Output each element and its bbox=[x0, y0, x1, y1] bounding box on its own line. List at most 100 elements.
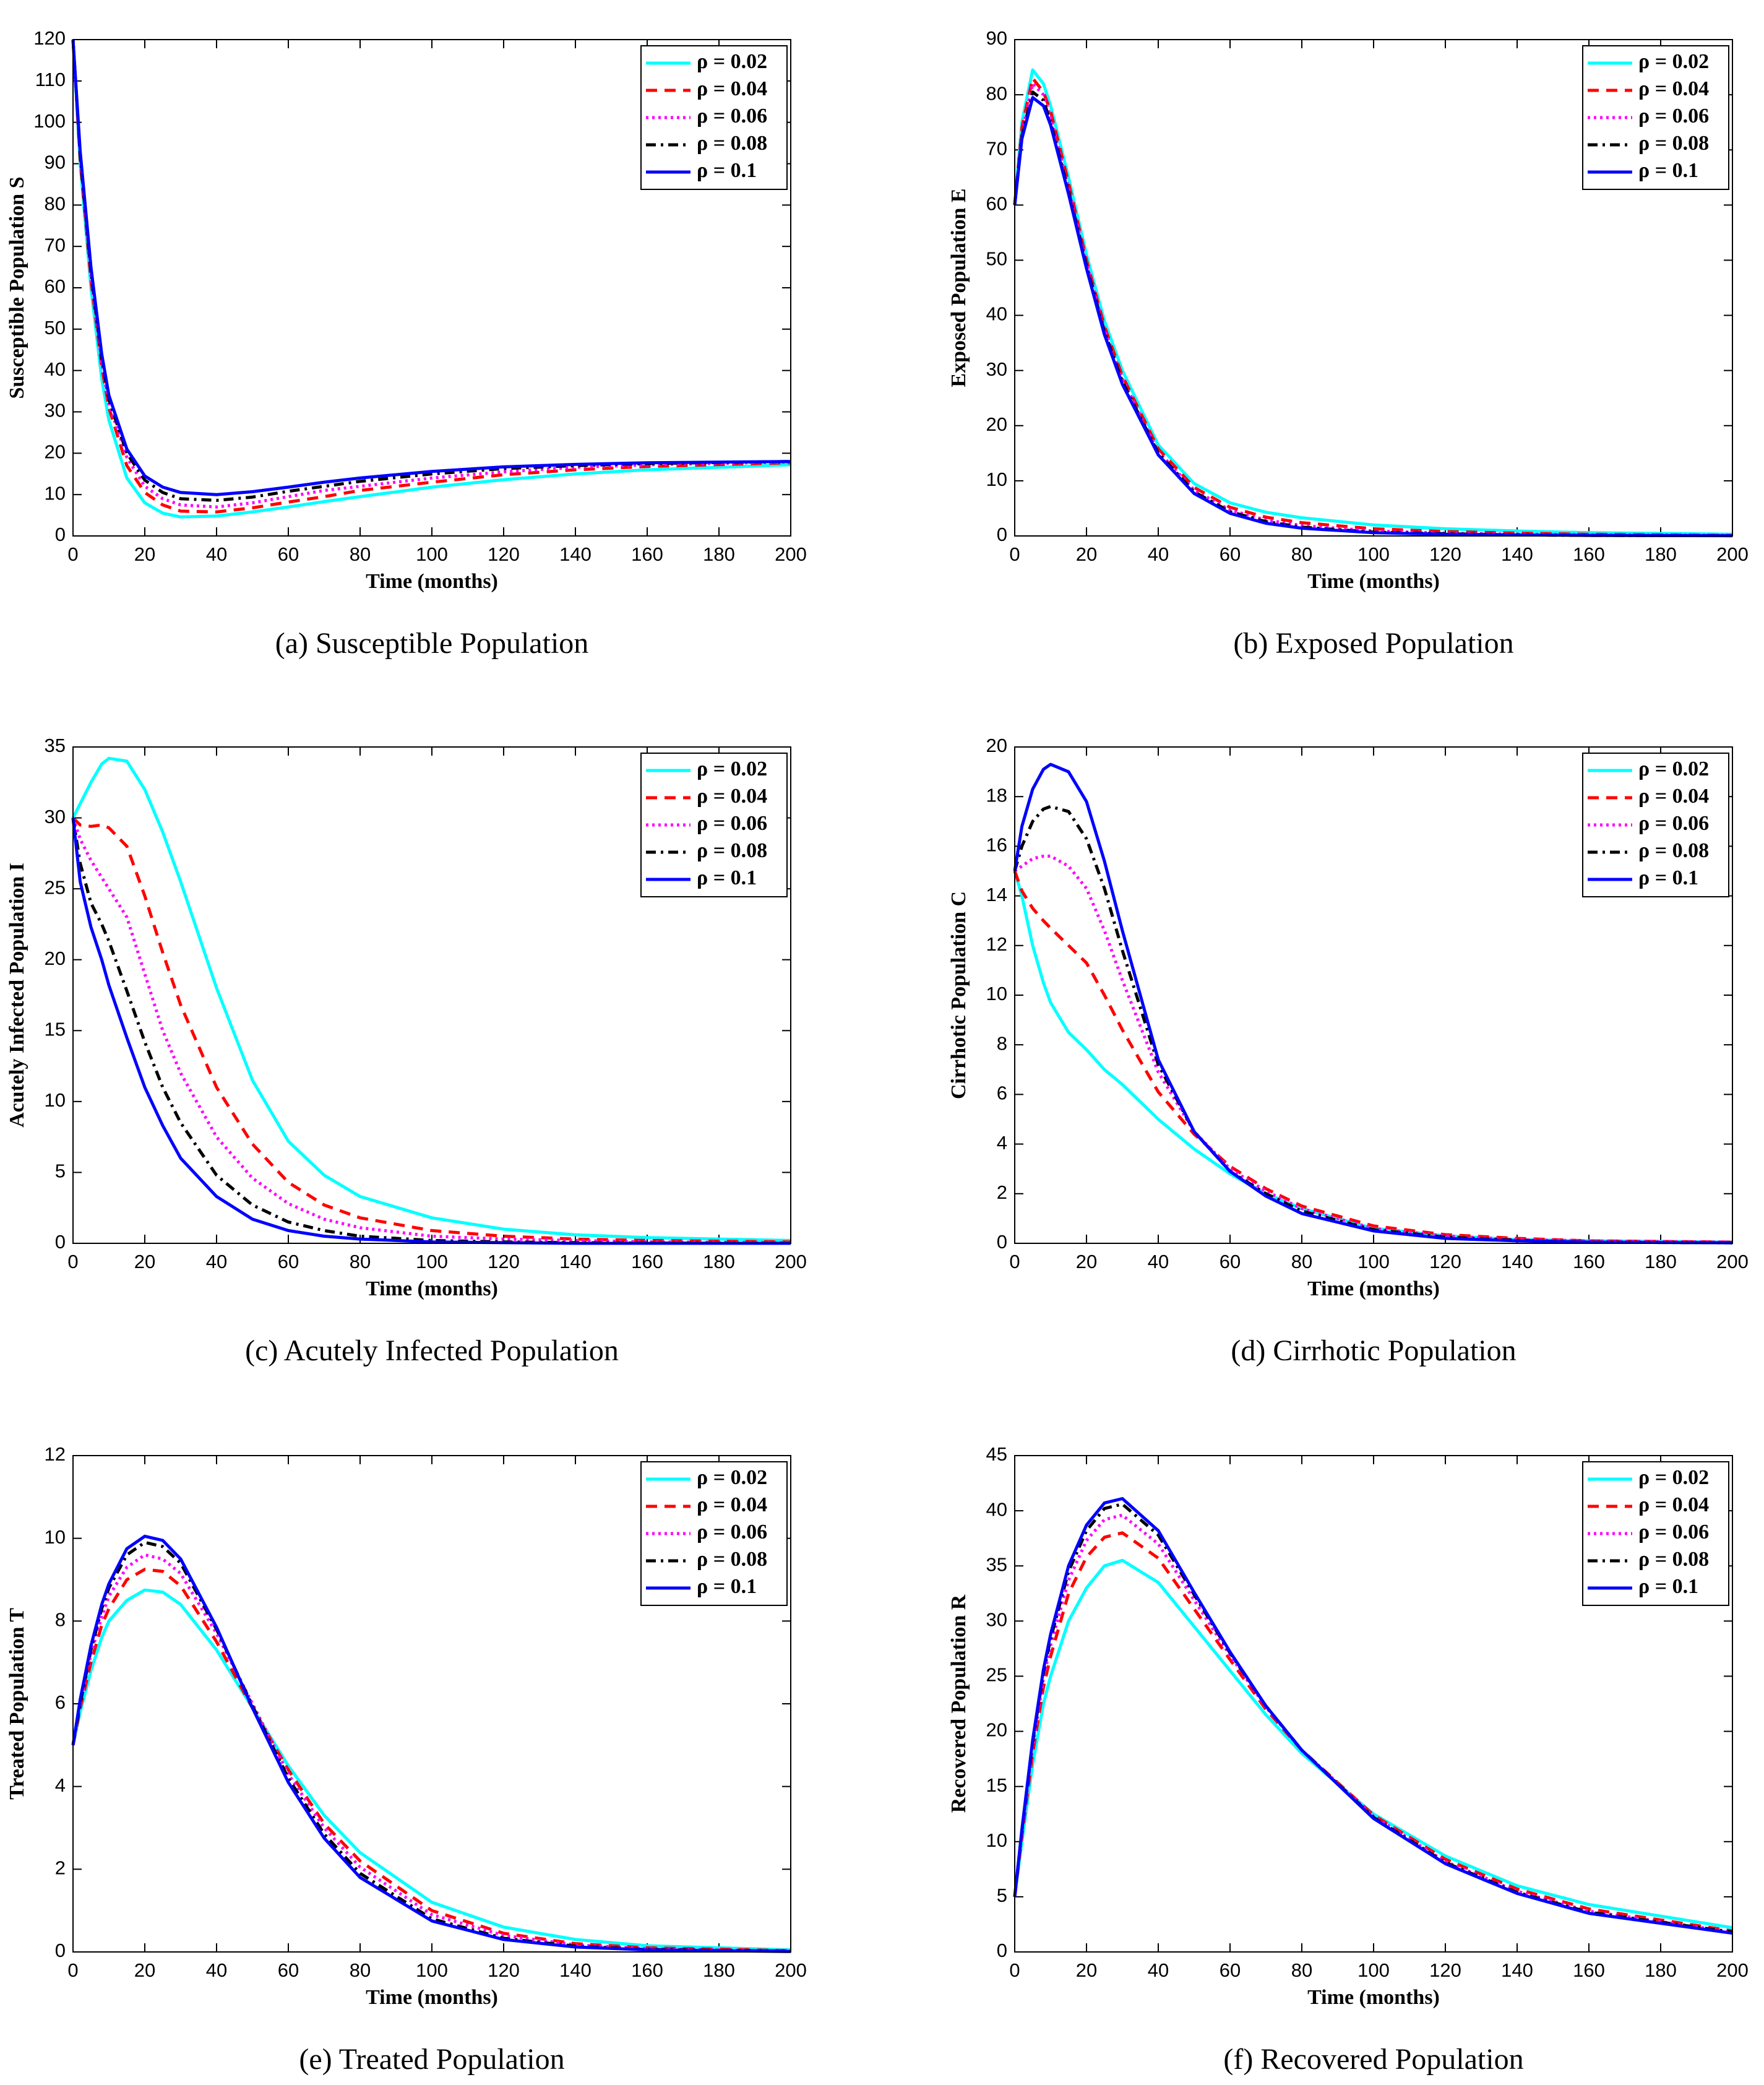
y-tick-label: 40 bbox=[986, 303, 1007, 325]
x-tick-label: 80 bbox=[1291, 1251, 1312, 1272]
y-tick-label: 10 bbox=[986, 983, 1007, 1004]
x-tick-label: 20 bbox=[134, 1251, 155, 1272]
series-line bbox=[1013, 854, 1733, 1244]
x-tick-label: 20 bbox=[134, 543, 155, 565]
y-tick-label: 15 bbox=[45, 1018, 66, 1040]
y-tick-label: 50 bbox=[986, 248, 1007, 270]
x-tick-label: 0 bbox=[67, 1251, 78, 1272]
x-tick-label: 40 bbox=[206, 1251, 227, 1272]
legend-label: ρ = 0.08 bbox=[697, 1548, 767, 1571]
y-tick-label: 30 bbox=[986, 1609, 1007, 1631]
x-tick-label: 60 bbox=[1220, 1959, 1241, 1981]
legend-label: ρ = 0.1 bbox=[1638, 1575, 1698, 1598]
x-tick-label: 180 bbox=[1645, 1959, 1677, 1981]
panel: 0 20 40 60 80 100 120 140 160 180 200 0 5 10 15 20 25 30 3… bbox=[947, 1443, 1749, 2076]
x-axis-label: Time (months) bbox=[1307, 1277, 1440, 1300]
x-tick-label: 200 bbox=[775, 1959, 807, 1981]
x-tick-label: 60 bbox=[278, 543, 299, 565]
x-tick-label: 160 bbox=[631, 543, 663, 565]
y-tick-label: 2 bbox=[55, 1857, 66, 1879]
series-line bbox=[1013, 1558, 1733, 1930]
legend-label: ρ = 0.1 bbox=[697, 866, 757, 889]
y-tick-label: 30 bbox=[45, 806, 66, 827]
x-tick-label: 60 bbox=[278, 1251, 299, 1272]
series-line bbox=[71, 39, 791, 519]
series-line bbox=[71, 818, 791, 1245]
axes-box bbox=[72, 39, 791, 537]
x-tick-label: 60 bbox=[278, 1959, 299, 1981]
x-tick-label: 160 bbox=[1573, 543, 1605, 565]
axes-box bbox=[1014, 39, 1733, 537]
caption: (b) Exposed Population bbox=[1233, 627, 1513, 660]
series-line bbox=[1013, 76, 1733, 537]
y-tick-label: 10 bbox=[45, 1089, 66, 1111]
axes-box bbox=[1014, 1455, 1733, 1953]
y-tick-label: 110 bbox=[35, 69, 66, 90]
series-line bbox=[71, 39, 791, 496]
y-axis-label: Cirrhotic Population C bbox=[947, 891, 970, 1099]
caption: (e) Treated Population bbox=[299, 2043, 564, 2076]
legend-label: ρ = 0.04 bbox=[1638, 77, 1709, 100]
legend-label: ρ = 0.06 bbox=[1638, 812, 1709, 835]
legend-label: ρ = 0.06 bbox=[697, 105, 767, 127]
x-tick-label: 20 bbox=[1076, 1251, 1097, 1272]
legend-label: ρ = 0.02 bbox=[697, 1466, 767, 1489]
panel: 0 20 40 60 80 100 120 140 160 180 200 0 5 10 15 20 25 30 3… bbox=[6, 735, 807, 1367]
y-tick-label: 70 bbox=[45, 234, 66, 256]
legend-label: ρ = 0.06 bbox=[697, 812, 767, 835]
y-tick-label: 10 bbox=[986, 1829, 1007, 1851]
x-axis-label: Time (months) bbox=[1307, 1986, 1440, 2009]
legend-label: ρ = 0.04 bbox=[697, 1493, 767, 1516]
y-tick-label: 35 bbox=[45, 735, 66, 756]
series-line bbox=[1013, 805, 1733, 1245]
y-tick-label: 40 bbox=[986, 1498, 1007, 1520]
x-tick-label: 140 bbox=[559, 1959, 592, 1981]
x-tick-label: 160 bbox=[631, 1251, 663, 1272]
x-tick-label: 140 bbox=[559, 1251, 592, 1272]
series-line bbox=[1013, 870, 1733, 1244]
legend-label: ρ = 0.08 bbox=[697, 839, 767, 862]
x-tick-label: 200 bbox=[1716, 1959, 1749, 1981]
series-line bbox=[71, 1534, 791, 1953]
series-line bbox=[71, 39, 791, 514]
x-tick-label: 120 bbox=[1429, 543, 1461, 565]
legend-label: ρ = 0.02 bbox=[1638, 50, 1709, 73]
y-tick-label: 12 bbox=[45, 1443, 66, 1465]
legend-label: ρ = 0.1 bbox=[697, 1575, 757, 1598]
legend-label: ρ = 0.08 bbox=[697, 132, 767, 155]
series-line bbox=[71, 1588, 791, 1952]
y-tick-label: 0 bbox=[55, 524, 66, 545]
series-line bbox=[1013, 1513, 1733, 1934]
x-tick-label: 120 bbox=[488, 1959, 520, 1981]
y-tick-label: 90 bbox=[986, 27, 1007, 49]
y-tick-label: 70 bbox=[986, 137, 1007, 159]
y-tick-label: 45 bbox=[986, 1443, 1007, 1465]
panel: 0 20 40 60 80 100 120 140 160 180 200 0 10 20 30 40 50 60… bbox=[6, 27, 807, 660]
x-tick-label: 180 bbox=[1645, 1251, 1677, 1272]
x-tick-label: 160 bbox=[1573, 1251, 1605, 1272]
x-tick-label: 180 bbox=[1645, 543, 1677, 565]
y-tick-label: 5 bbox=[997, 1884, 1007, 1906]
y-tick-label: 35 bbox=[986, 1553, 1007, 1575]
x-tick-label: 40 bbox=[1148, 1251, 1169, 1272]
x-tick-label: 100 bbox=[1357, 1251, 1390, 1272]
axes-box bbox=[1014, 746, 1733, 1244]
y-axis-label: Recovered Population R bbox=[947, 1594, 970, 1813]
series-line bbox=[71, 1553, 791, 1953]
legend-label: ρ = 0.04 bbox=[697, 785, 767, 808]
y-tick-label: 25 bbox=[45, 876, 66, 898]
x-tick-label: 20 bbox=[1076, 543, 1097, 565]
caption: (d) Cirrhotic Population bbox=[1231, 1334, 1516, 1367]
x-tick-label: 0 bbox=[1009, 1959, 1020, 1981]
y-tick-label: 8 bbox=[997, 1032, 1007, 1054]
y-tick-label: 4 bbox=[997, 1132, 1007, 1154]
x-tick-label: 180 bbox=[703, 543, 735, 565]
x-tick-label: 0 bbox=[1009, 543, 1020, 565]
legend-label: ρ = 0.06 bbox=[1638, 1521, 1709, 1543]
y-axis-label: Exposed Population E bbox=[947, 188, 970, 387]
y-tick-label: 0 bbox=[55, 1231, 66, 1253]
x-tick-label: 200 bbox=[1716, 543, 1749, 565]
legend-label: ρ = 0.04 bbox=[697, 77, 767, 100]
x-tick-label: 180 bbox=[703, 1959, 735, 1981]
